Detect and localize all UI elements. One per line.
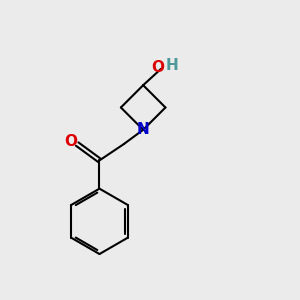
Text: H: H (166, 58, 179, 73)
Text: O: O (152, 60, 164, 75)
Text: O: O (64, 134, 77, 149)
Text: N: N (137, 122, 149, 137)
